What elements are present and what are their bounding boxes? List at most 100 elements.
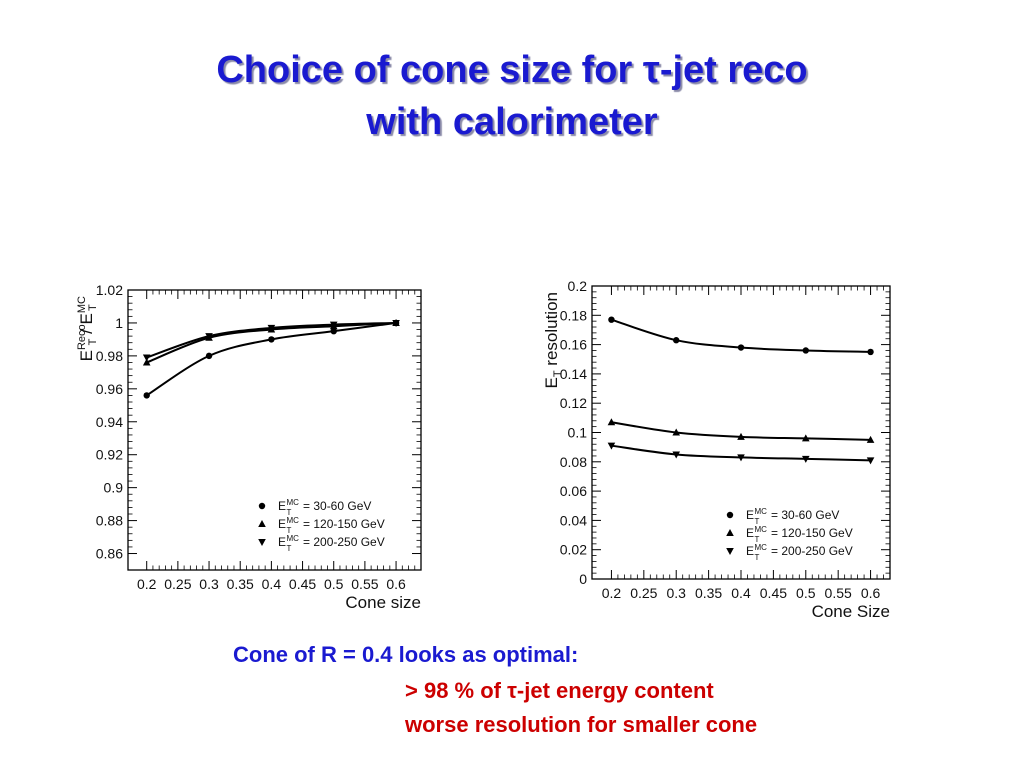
legend-symbol-sub: T [755, 553, 760, 562]
ylabel-main: E [77, 350, 96, 361]
ylabel-sub1: T [552, 370, 564, 377]
x-axis-label: Cone Size [812, 602, 890, 621]
data-point [737, 344, 745, 351]
data-point [801, 434, 810, 442]
data-point [866, 435, 875, 443]
series-1 [608, 316, 874, 356]
y-tick-label: 0.04 [560, 512, 587, 528]
y-tick-label: 1 [115, 315, 123, 331]
x-tick-label: 0.55 [351, 576, 378, 592]
ylabel-rest: resolution [542, 292, 561, 370]
x-axis-label: Cone size [345, 593, 421, 612]
note-bullet-2: worse resolution for smaller cone [405, 712, 758, 737]
legend-label: = 200-250 GeV [771, 544, 853, 558]
legend-marker [726, 511, 734, 519]
legend-symbol-sup: MC [287, 534, 300, 543]
y-tick-label: 0.88 [96, 513, 123, 529]
x-tick-label: 0.3 [199, 576, 219, 592]
y-axis-label: ET resolution [542, 292, 564, 389]
y-tick-label: 0.92 [96, 447, 123, 463]
legend-symbol: E [278, 535, 286, 549]
legend-symbol-sup: MC [755, 507, 768, 516]
plot-frame [591, 285, 891, 580]
legend-symbol: E [278, 517, 286, 531]
legend-marker [258, 520, 266, 527]
note-main: Cone of R = 0.4 looks as optimal: [233, 642, 579, 667]
legend-symbol: E [746, 544, 754, 558]
y-tick-label: 0.14 [560, 366, 587, 382]
series-2 [607, 418, 875, 443]
data-point [329, 321, 338, 329]
y-tick-label: 0.06 [560, 483, 587, 499]
x-tick-label: 0.4 [731, 585, 751, 601]
legend-symbol-sub: T [287, 526, 292, 535]
y-tick-label: 0.18 [560, 307, 587, 323]
ylabel-main: E [542, 377, 561, 388]
legend-symbol: E [278, 499, 286, 513]
x-tick-label: 0.35 [695, 585, 722, 601]
data-point [802, 347, 809, 354]
data-point [801, 455, 810, 463]
ylabel-sub1: T [87, 338, 99, 345]
y-axis-label: ERecoT / EMCT [76, 296, 99, 361]
legend-marker [258, 502, 266, 510]
x-tick-label: 0.55 [825, 585, 852, 601]
series-3 [607, 442, 875, 465]
data-point [737, 454, 745, 462]
series-1 [143, 319, 400, 399]
x-tick-label: 0.3 [666, 585, 686, 601]
legend-symbol-sup: MC [287, 498, 300, 507]
y-tick-label: 0.96 [96, 381, 123, 397]
slide-title: Choice of cone size for τ-jet reco with … [0, 44, 1024, 148]
data-point [608, 316, 615, 323]
data-point [268, 336, 275, 343]
x-tick-label: 0.5 [796, 585, 816, 601]
data-point [607, 442, 616, 450]
ylabel-sub2: T [87, 304, 99, 311]
data-point [142, 354, 151, 362]
y-tick-label: 0 [579, 571, 587, 587]
x-tick-label: 0.25 [164, 576, 191, 592]
legend-symbol-sub: T [287, 508, 292, 517]
series-3 [142, 319, 400, 362]
chart-svg: 0.86 0.88 0.9 0.92 0.94 0.96 0.98 1 1.02 0.2 0.25 0… [76, 282, 422, 612]
title-line-1: Choice of cone size for τ-jet reco [216, 49, 808, 91]
plot-frame [127, 289, 422, 571]
data-point [267, 324, 276, 332]
data-point [673, 337, 680, 344]
x-tick-label: 0.5 [324, 576, 344, 592]
data-point [866, 457, 875, 465]
y-tick-label: 0.98 [96, 348, 123, 364]
data-point [205, 333, 213, 341]
data-point [330, 327, 337, 335]
legend-symbol-sub: T [755, 535, 760, 544]
y-tick-label: 0.08 [560, 454, 587, 470]
y-tick-label: 0.9 [104, 480, 124, 496]
legend-label: = 30-60 GeV [303, 499, 371, 513]
legend-symbol: E [746, 508, 754, 522]
legend-symbol-sup: MC [755, 525, 768, 534]
data-point [672, 428, 681, 436]
y-tick-label: 0.02 [560, 542, 587, 558]
legend-symbol-sub: T [287, 544, 292, 553]
chart-response-ratio: 0.86 0.88 0.9 0.92 0.94 0.96 0.98 1 1.02 0.2 0.25 0… [72, 278, 434, 614]
y-tick-label: 0.2 [568, 278, 588, 294]
x-tick-label: 0.2 [602, 585, 622, 601]
note-bullet-1: > 98 % of τ-jet energy content [405, 678, 714, 703]
legend-label: = 120-150 GeV [771, 526, 853, 540]
ylabel-sup1: Reco [76, 324, 88, 350]
x-tick-label: 0.6 [386, 576, 406, 592]
legend-symbol-sup: MC [287, 516, 300, 525]
x-tick-label: 0.6 [861, 585, 881, 601]
data-point [205, 352, 213, 360]
y-tick-label: 0.12 [560, 395, 587, 411]
legend-label: = 200-250 GeV [303, 535, 385, 549]
y-tick-label: 0.1 [568, 425, 588, 441]
legend-marker [726, 529, 734, 536]
x-tick-label: 0.4 [262, 576, 282, 592]
legend-symbol: E [746, 526, 754, 540]
ylabel-sup2: MC [76, 296, 88, 313]
data-point [142, 358, 151, 366]
